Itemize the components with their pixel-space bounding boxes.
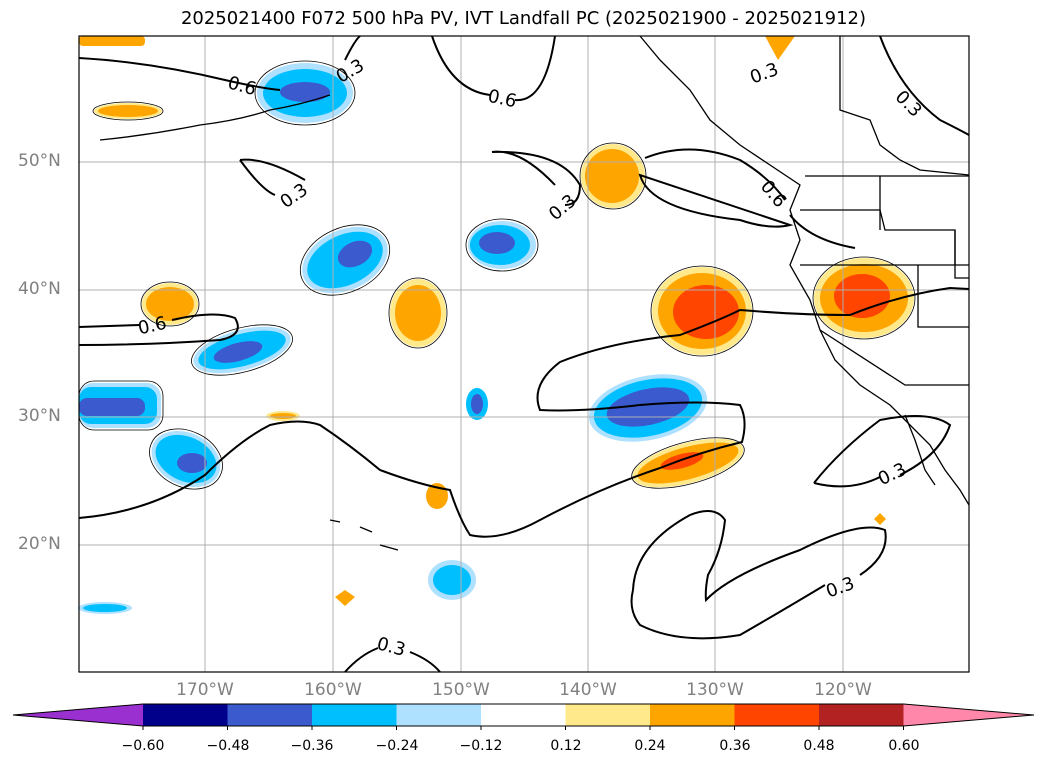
colorbar-tick-label: −0.36 <box>290 738 334 754</box>
positive-anomaly <box>585 149 639 203</box>
lon-label: 150°W <box>432 680 490 700</box>
lon-label: 170°W <box>176 680 234 700</box>
contour-label: 0.3 <box>375 633 408 661</box>
lat-label: 40°N <box>18 279 61 299</box>
colorbar-tick-label: −0.24 <box>375 738 419 754</box>
lat-label: 50°N <box>18 151 61 171</box>
ivt-contours <box>78 35 970 673</box>
positive-anomaly <box>98 105 158 117</box>
contour-label: 0.3 <box>747 59 781 89</box>
coastlines <box>99 35 970 551</box>
colorbar-tick-label: 0.36 <box>719 738 751 754</box>
colorbar-tick-label: −0.12 <box>459 738 503 754</box>
colorbar-tick-label: −0.48 <box>206 738 250 754</box>
contour-line <box>879 35 970 136</box>
contour-line <box>78 286 970 538</box>
negative-anomaly <box>479 232 515 254</box>
contour-label: 0.6 <box>486 86 518 112</box>
positive-anomaly <box>395 285 441 341</box>
lon-label: 140°W <box>559 680 617 700</box>
pv-shading <box>78 36 914 614</box>
colorbar-block <box>734 704 820 726</box>
contour-label: 0.3 <box>875 459 910 490</box>
positive-anomaly <box>834 274 890 318</box>
colorbar-block <box>396 704 482 726</box>
negative-anomaly <box>177 453 207 473</box>
contour-line <box>630 510 887 640</box>
contour-label: 0.6 <box>756 176 790 211</box>
contour-line <box>78 313 239 346</box>
colorbar-block <box>312 704 397 726</box>
colorbar-block <box>481 704 566 726</box>
contour-label: 0.3 <box>891 86 926 121</box>
positive-anomaly <box>765 36 795 60</box>
contour-label: 0.3 <box>545 190 580 224</box>
colorbar-extend-high <box>903 704 1034 726</box>
colorbar-block <box>650 704 735 726</box>
colorbar-block <box>819 704 904 726</box>
colorbar-block <box>227 704 313 726</box>
lon-label: 130°W <box>686 680 744 700</box>
positive-anomaly <box>79 36 145 46</box>
negative-anomaly <box>280 82 330 102</box>
contour-line <box>344 647 441 673</box>
negative-anomaly <box>83 604 127 612</box>
colorbar-tick-label: −0.60 <box>121 738 165 754</box>
negative-anomaly <box>433 565 471 595</box>
map-title: 2025021400 F072 500 hPa PV, IVT Landfall… <box>180 8 867 29</box>
contour-label: 0.6 <box>225 72 258 100</box>
contour-line <box>491 150 582 206</box>
colorbar-block <box>565 704 651 726</box>
positive-anomaly <box>146 287 194 321</box>
positive-anomaly <box>874 513 886 525</box>
contour-line <box>239 158 306 196</box>
contour-line <box>638 148 856 249</box>
lon-label: 120°W <box>814 680 872 700</box>
contour-line <box>78 57 281 91</box>
contour-line <box>431 35 556 102</box>
contour-line <box>344 35 361 61</box>
positive-anomaly <box>335 590 355 606</box>
contour-label: 0.3 <box>276 179 312 213</box>
contour-label: 0.6 <box>136 313 168 339</box>
colorbar-tick-label: 0.12 <box>550 738 582 754</box>
lon-label: 160°W <box>304 680 362 700</box>
negative-anomaly <box>337 240 373 268</box>
colorbar-tick-label: 0.48 <box>803 738 835 754</box>
colorbar-tick-label: 0.24 <box>634 738 666 754</box>
colorbar-block <box>143 704 228 726</box>
map-frame <box>78 35 970 673</box>
contour-label: 0.3 <box>823 573 857 603</box>
lat-label: 20°N <box>18 534 61 554</box>
colorbar-tick-label: 0.60 <box>888 738 920 754</box>
gridlines <box>79 36 969 672</box>
negative-anomaly <box>79 398 145 416</box>
colorbar <box>12 703 1035 730</box>
lat-label: 30°N <box>18 406 61 426</box>
colorbar-extend-low <box>13 704 143 726</box>
negative-anomaly <box>213 341 263 363</box>
negative-anomaly <box>471 394 483 414</box>
positive-anomaly <box>270 413 296 419</box>
positive-anomaly <box>673 285 739 339</box>
contour-line <box>813 415 952 488</box>
shading-outlines <box>78 60 916 490</box>
